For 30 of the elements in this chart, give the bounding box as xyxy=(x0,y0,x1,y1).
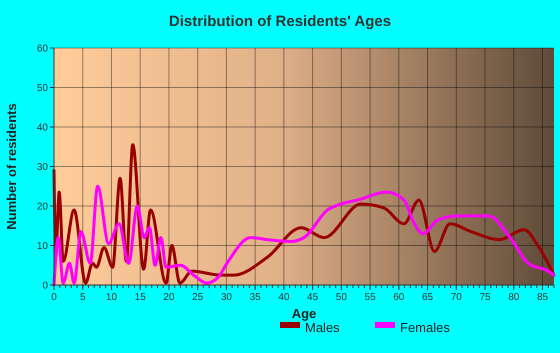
x-tick-label: 80 xyxy=(508,292,520,303)
x-tick-label: 30 xyxy=(220,292,232,303)
y-tick-label: 40 xyxy=(36,122,48,134)
x-tick-label: 25 xyxy=(192,292,204,303)
x-tick-label: 50 xyxy=(336,292,348,303)
legend-label: Males xyxy=(305,320,340,335)
x-tick-label: 75 xyxy=(479,292,492,303)
x-tick-label: 0 xyxy=(51,292,58,303)
x-tick-label: 20 xyxy=(163,292,175,303)
x-tick-label: 35 xyxy=(250,292,262,303)
x-tick-label: 70 xyxy=(450,292,462,303)
x-tick-label: 45 xyxy=(307,292,319,303)
chart-title: Distribution of Residents' Ages xyxy=(168,13,392,30)
x-tick-label: 85 xyxy=(536,292,549,303)
x-tick-label: 40 xyxy=(278,292,290,303)
x-tick-label: 55 xyxy=(364,292,376,303)
x-axis-title: Age xyxy=(292,306,316,321)
y-tick-label: 10 xyxy=(36,241,48,252)
y-tick-label: 50 xyxy=(36,83,48,94)
x-tick-label: 5 xyxy=(80,292,86,303)
y-tick-label: 30 xyxy=(36,162,48,173)
y-tick-label: 60 xyxy=(36,44,48,54)
legend-label: Females xyxy=(400,320,450,335)
x-tick-label: 65 xyxy=(422,292,434,303)
x-tick-label: 60 xyxy=(393,292,405,303)
x-tick-label: 15 xyxy=(134,292,146,303)
x-tick-label: 10 xyxy=(106,292,118,303)
y-tick-label: 0 xyxy=(42,280,48,292)
y-tick-label: 20 xyxy=(36,202,48,212)
y-axis-title: Number of residents xyxy=(4,103,19,230)
